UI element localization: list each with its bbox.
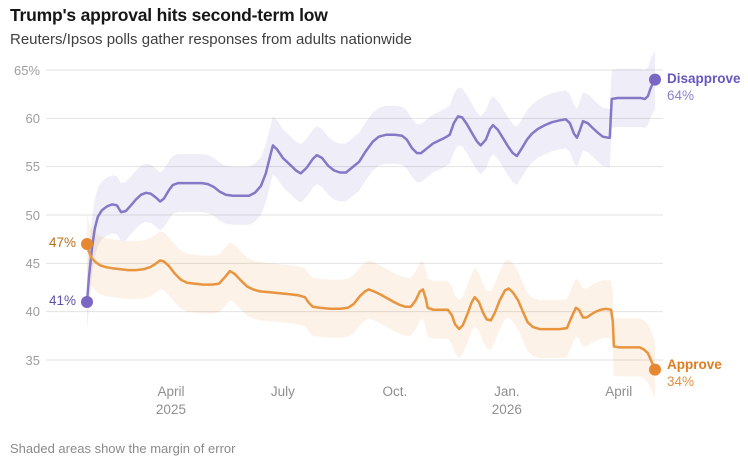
- chart-title: Trump's approval hits second-term low: [10, 5, 328, 25]
- x-axis-tick-label: Jan.: [494, 384, 520, 399]
- chart-subtitle: Reuters/Ipsos polls gather responses fro…: [10, 31, 412, 48]
- y-axis-tick-label: 45: [25, 255, 40, 271]
- y-axis-tick-label: 55: [25, 159, 40, 175]
- x-axis-tick-sublabel: 2026: [491, 402, 522, 417]
- x-axis-tick-label: Oct.: [382, 384, 408, 399]
- y-axis-tick-label: 35: [25, 352, 40, 368]
- disapprove-end-dot: [649, 73, 661, 86]
- approve-end-value-label: 34%: [667, 374, 695, 389]
- approve-end-dot: [649, 363, 661, 376]
- margin-band-disapprove: [87, 50, 655, 331]
- disapprove-start-value-label: 41%: [48, 293, 76, 308]
- approve-start-value-label: 47%: [48, 235, 76, 250]
- line-disapprove: [85, 78, 657, 304]
- margin-of-error-note: Shaded areas show the margin of error: [10, 441, 236, 456]
- x-axis-tick-label: April: [605, 384, 633, 399]
- y-axis-tick-label: 65%: [13, 62, 40, 78]
- y-axis-tick-label: 60: [25, 110, 40, 126]
- disapprove-series-label: Disapprove: [667, 71, 741, 86]
- x-axis-tick-sublabel: 2025: [155, 402, 186, 417]
- disapprove-start-dot: [81, 296, 93, 308]
- approve-series-label: Approve: [667, 357, 722, 372]
- x-axis-tick-label: July: [270, 384, 295, 399]
- y-axis-tick-label: 50: [25, 207, 40, 223]
- disapprove-end-value-label: 64%: [667, 88, 695, 103]
- margin-band-approve: [87, 215, 655, 399]
- y-axis-tick-label: 40: [25, 304, 40, 320]
- x-axis-tick-label: April: [157, 384, 185, 399]
- approve-start-dot: [81, 238, 93, 250]
- line-approve: [85, 242, 657, 371]
